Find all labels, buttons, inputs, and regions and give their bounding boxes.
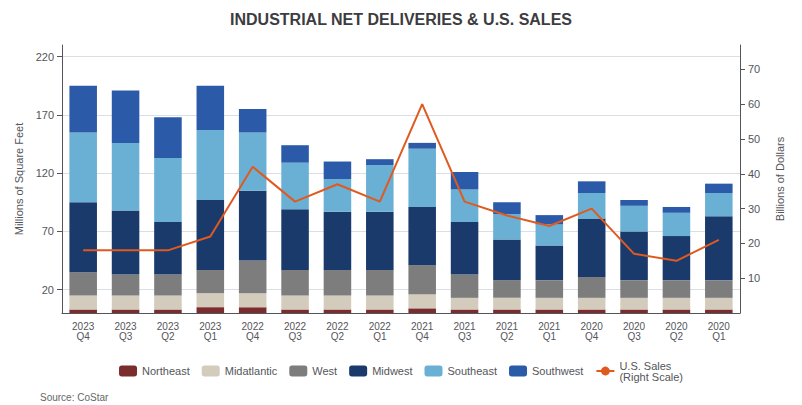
svg-text:Q3: Q3 xyxy=(458,331,472,342)
svg-text:220: 220 xyxy=(36,51,54,63)
svg-text:2022: 2022 xyxy=(283,320,307,332)
svg-text:Q3: Q3 xyxy=(288,331,302,342)
svg-text:70: 70 xyxy=(748,63,760,75)
svg-text:2022: 2022 xyxy=(326,320,349,332)
svg-text:2021: 2021 xyxy=(538,320,561,332)
svg-text:Q2: Q2 xyxy=(500,331,514,342)
svg-text:Q2: Q2 xyxy=(670,331,684,342)
svg-text:Q1: Q1 xyxy=(712,331,726,342)
svg-text:2020: 2020 xyxy=(580,320,603,332)
svg-text:120: 120 xyxy=(36,167,54,179)
svg-text:Midatlantic: Midatlantic xyxy=(225,365,278,377)
svg-text:Q3: Q3 xyxy=(627,331,641,342)
svg-text:2023: 2023 xyxy=(72,320,95,332)
svg-text:Q4: Q4 xyxy=(246,331,260,342)
svg-text:30: 30 xyxy=(748,203,760,215)
svg-text:50: 50 xyxy=(748,133,760,145)
svg-text:Millions of Square Feet: Millions of Square Feet xyxy=(13,123,25,236)
svg-text:2020: 2020 xyxy=(707,320,730,332)
svg-text:2022: 2022 xyxy=(241,320,264,332)
svg-text:70: 70 xyxy=(42,225,54,237)
svg-text:Northeast: Northeast xyxy=(142,365,190,377)
svg-text:Southeast: Southeast xyxy=(447,365,497,377)
svg-text:Q1: Q1 xyxy=(204,331,218,342)
svg-text:Q1: Q1 xyxy=(543,331,557,342)
svg-text:Q1: Q1 xyxy=(373,331,387,342)
svg-text:170: 170 xyxy=(36,109,54,121)
svg-text:Q4: Q4 xyxy=(416,331,430,342)
svg-text:Source: CoStar: Source: CoStar xyxy=(40,392,109,403)
svg-text:INDUSTRIAL NET DELIVERIES & U.: INDUSTRIAL NET DELIVERIES & U.S. SALES xyxy=(230,11,572,28)
svg-text:Billions of Dollars: Billions of Dollars xyxy=(774,136,786,221)
svg-text:2022: 2022 xyxy=(368,320,391,332)
svg-text:2021: 2021 xyxy=(411,320,434,332)
svg-text:10: 10 xyxy=(748,272,760,284)
svg-text:Q2: Q2 xyxy=(161,331,175,342)
svg-text:2020: 2020 xyxy=(665,320,688,332)
svg-text:2023: 2023 xyxy=(114,320,137,332)
svg-text:Southwest: Southwest xyxy=(532,365,583,377)
svg-text:20: 20 xyxy=(748,237,760,249)
svg-text:Q3: Q3 xyxy=(119,331,133,342)
svg-text:40: 40 xyxy=(748,168,760,180)
svg-text:2020: 2020 xyxy=(622,320,646,332)
svg-text:2023: 2023 xyxy=(156,320,180,332)
svg-text:Q4: Q4 xyxy=(77,331,91,342)
svg-text:Q2: Q2 xyxy=(331,331,345,342)
svg-text:2021: 2021 xyxy=(495,320,519,332)
svg-text:(Right Scale): (Right Scale) xyxy=(619,371,683,383)
svg-text:60: 60 xyxy=(748,98,760,110)
svg-text:Q4: Q4 xyxy=(585,331,599,342)
svg-text:2023: 2023 xyxy=(199,320,222,332)
svg-text:U.S. Sales: U.S. Sales xyxy=(619,359,672,372)
svg-text:Midwest: Midwest xyxy=(372,365,412,377)
svg-text:2021: 2021 xyxy=(453,320,476,332)
svg-text:West: West xyxy=(312,365,337,377)
svg-text:20: 20 xyxy=(42,284,54,296)
